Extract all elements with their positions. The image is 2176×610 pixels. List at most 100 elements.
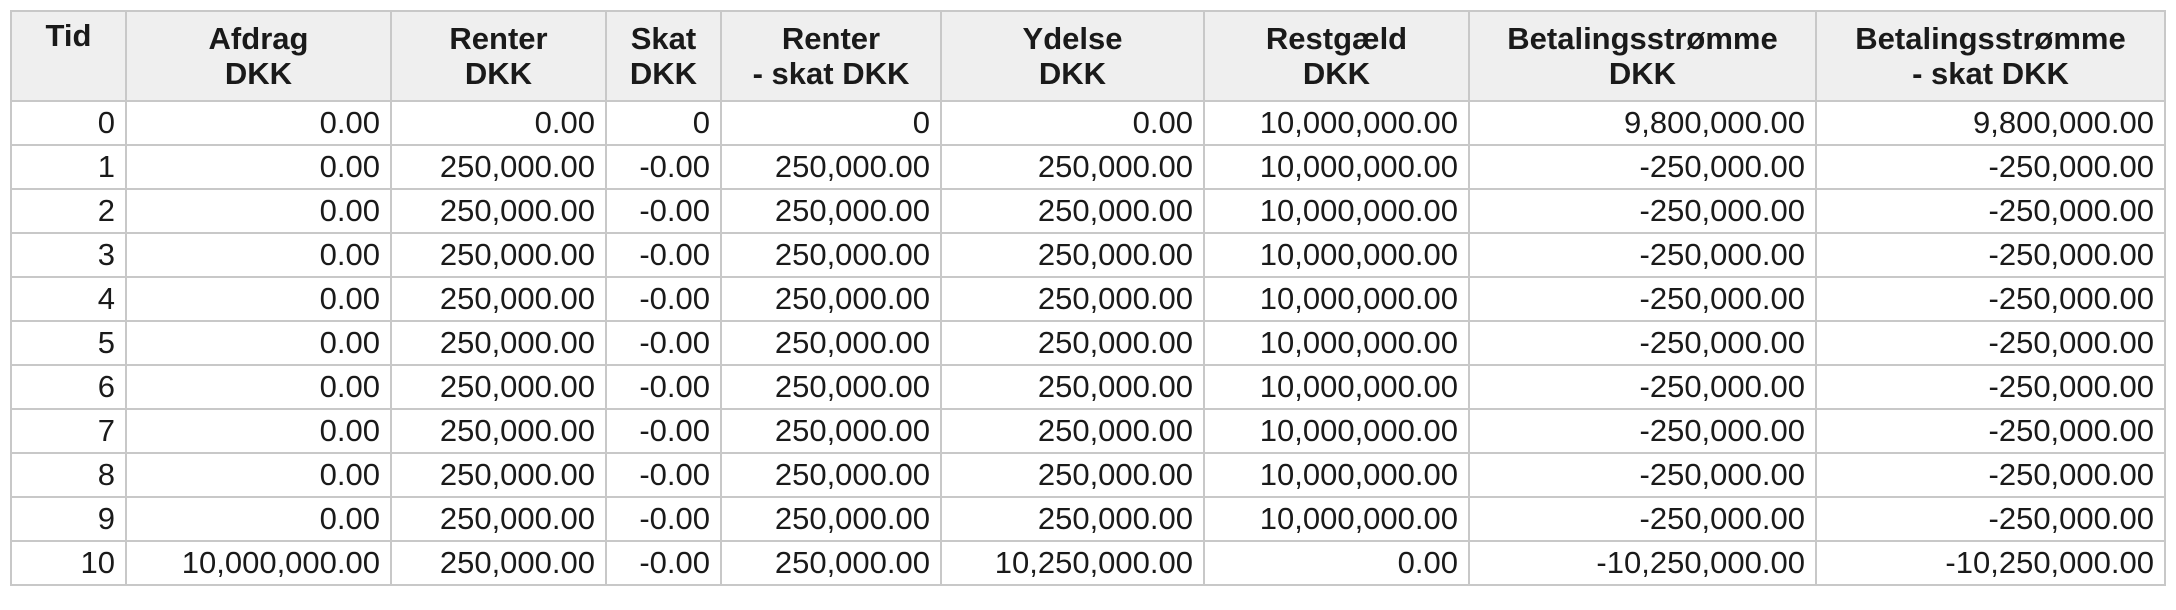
cell-skat: -0.00 — [605, 496, 722, 542]
cell-skat: -0.00 — [605, 452, 722, 498]
header-unit: - skat DKK — [1912, 56, 2069, 91]
cell-ydelse: 10,250,000.00 — [940, 540, 1205, 586]
cell-betalingsstromme: -250,000.00 — [1468, 320, 1817, 366]
column-header-renter: Renter DKK — [390, 10, 607, 102]
header-unit: DKK — [1608, 56, 1677, 91]
cell-afdrag: 0.00 — [125, 188, 392, 234]
header-unit: DKK — [1038, 56, 1107, 91]
cell-betalingsstromme: -250,000.00 — [1468, 276, 1817, 322]
cell-afdrag: 0.00 — [125, 320, 392, 366]
cell-afdrag: 10,000,000.00 — [125, 540, 392, 586]
cell-skat: -0.00 — [605, 364, 722, 410]
header-label: Betalingsstrømme — [1507, 21, 1778, 56]
header-label: Betalingsstrømme — [1855, 21, 2126, 56]
cell-afdrag: 0.00 — [125, 452, 392, 498]
cell-betalingsstromme-minus-skat: -250,000.00 — [1815, 188, 2166, 234]
cell-renter: 250,000.00 — [390, 364, 607, 410]
cell-renter: 250,000.00 — [390, 276, 607, 322]
cell-betalingsstromme: -250,000.00 — [1468, 408, 1817, 454]
cell-restgaeld: 10,000,000.00 — [1203, 452, 1470, 498]
column-header-renter-minus-skat: Renter - skat DKK — [720, 10, 942, 102]
cell-restgaeld: 10,000,000.00 — [1203, 276, 1470, 322]
cell-skat: -0.00 — [605, 276, 722, 322]
cell-restgaeld: 10,000,000.00 — [1203, 232, 1470, 278]
cell-renter: 250,000.00 — [390, 144, 607, 190]
cell-tid: 2 — [10, 188, 127, 234]
cell-restgaeld: 10,000,000.00 — [1203, 188, 1470, 234]
cell-ydelse: 250,000.00 — [940, 188, 1205, 234]
cell-tid: 6 — [10, 364, 127, 410]
cell-ydelse: 250,000.00 — [940, 232, 1205, 278]
cell-restgaeld: 0.00 — [1203, 540, 1470, 586]
cell-betalingsstromme-minus-skat: -10,250,000.00 — [1815, 540, 2166, 586]
table-row: 8 0.00 250,000.00 -0.00 250,000.00 250,000.00… — [10, 452, 2166, 498]
cell-skat: -0.00 — [605, 232, 722, 278]
cell-renter: 250,000.00 — [390, 188, 607, 234]
cell-tid: 5 — [10, 320, 127, 366]
header-unit: DKK — [1302, 56, 1371, 91]
cell-betalingsstromme: 9,800,000.00 — [1468, 100, 1817, 146]
cell-renter: 250,000.00 — [390, 540, 607, 586]
cell-renter-minus-skat: 250,000.00 — [720, 232, 942, 278]
table-row: 7 0.00 250,000.00 -0.00 250,000.00 250,000.00… — [10, 408, 2166, 454]
header-label: Skat — [630, 21, 697, 56]
cell-betalingsstromme-minus-skat: -250,000.00 — [1815, 452, 2166, 498]
column-header-skat: Skat DKK — [605, 10, 722, 102]
cell-restgaeld: 10,000,000.00 — [1203, 408, 1470, 454]
cell-tid: 3 — [10, 232, 127, 278]
cell-ydelse: 250,000.00 — [940, 408, 1205, 454]
cell-restgaeld: 10,000,000.00 — [1203, 144, 1470, 190]
table-row: 5 0.00 250,000.00 -0.00 250,000.00 250,000.00… — [10, 320, 2166, 366]
cell-renter-minus-skat: 250,000.00 — [720, 276, 942, 322]
header-label: Ydelse — [1022, 21, 1123, 56]
header-unit: DKK — [464, 56, 533, 91]
cell-betalingsstromme-minus-skat: -250,000.00 — [1815, 144, 2166, 190]
cell-afdrag: 0.00 — [125, 100, 392, 146]
cell-renter-minus-skat: 250,000.00 — [720, 320, 942, 366]
cell-ydelse: 250,000.00 — [940, 496, 1205, 542]
table-header: Tid Afdrag DKK Renter DKK Skat DKK Rente… — [10, 10, 2166, 102]
table-row: 2 0.00 250,000.00 -0.00 250,000.00 250,000.00… — [10, 188, 2166, 234]
header-label: Afdrag — [208, 21, 309, 56]
cell-renter: 250,000.00 — [390, 408, 607, 454]
cell-betalingsstromme-minus-skat: -250,000.00 — [1815, 232, 2166, 278]
cell-afdrag: 0.00 — [125, 276, 392, 322]
column-header-betalingsstromme-minus-skat: Betalingsstrømme - skat DKK — [1815, 10, 2166, 102]
cell-renter-minus-skat: 0 — [720, 100, 942, 146]
cell-skat: -0.00 — [605, 144, 722, 190]
cell-betalingsstromme: -250,000.00 — [1468, 496, 1817, 542]
cell-renter-minus-skat: 250,000.00 — [720, 452, 942, 498]
cell-tid: 10 — [10, 540, 127, 586]
cell-betalingsstromme-minus-skat: -250,000.00 — [1815, 496, 2166, 542]
cell-ydelse: 250,000.00 — [940, 320, 1205, 366]
cell-renter: 250,000.00 — [390, 232, 607, 278]
cell-renter-minus-skat: 250,000.00 — [720, 364, 942, 410]
column-header-afdrag: Afdrag DKK — [125, 10, 392, 102]
column-header-betalingsstromme: Betalingsstrømme DKK — [1468, 10, 1817, 102]
cell-afdrag: 0.00 — [125, 408, 392, 454]
header-label: Renter — [449, 21, 548, 56]
cell-afdrag: 0.00 — [125, 144, 392, 190]
table-row: 1 0.00 250,000.00 -0.00 250,000.00 250,000.00… — [10, 144, 2166, 190]
table-row: 6 0.00 250,000.00 -0.00 250,000.00 250,000.00… — [10, 364, 2166, 410]
cell-restgaeld: 10,000,000.00 — [1203, 100, 1470, 146]
cell-skat: -0.00 — [605, 188, 722, 234]
cell-betalingsstromme: -250,000.00 — [1468, 452, 1817, 498]
loan-schedule-table: Tid Afdrag DKK Renter DKK Skat DKK Rente… — [10, 10, 2166, 586]
cell-skat: 0 — [605, 100, 722, 146]
table-row: 9 0.00 250,000.00 -0.00 250,000.00 250,000.00… — [10, 496, 2166, 542]
cell-betalingsstromme-minus-skat: -250,000.00 — [1815, 408, 2166, 454]
cell-afdrag: 0.00 — [125, 232, 392, 278]
cell-afdrag: 0.00 — [125, 364, 392, 410]
table-body: 0 0.00 0.00 0 0 0.00 10,000,000.00 9,800,000.00… — [10, 100, 2166, 586]
cell-afdrag: 0.00 — [125, 496, 392, 542]
cell-renter: 250,000.00 — [390, 452, 607, 498]
cell-betalingsstromme: -10,250,000.00 — [1468, 540, 1817, 586]
cell-renter: 0.00 — [390, 100, 607, 146]
cell-ydelse: 250,000.00 — [940, 276, 1205, 322]
cell-tid: 8 — [10, 452, 127, 498]
cell-renter: 250,000.00 — [390, 496, 607, 542]
loan-table-container: Tid Afdrag DKK Renter DKK Skat DKK Rente… — [10, 10, 2166, 586]
cell-betalingsstromme: -250,000.00 — [1468, 364, 1817, 410]
header-row: Tid Afdrag DKK Renter DKK Skat DKK Rente… — [10, 10, 2166, 102]
